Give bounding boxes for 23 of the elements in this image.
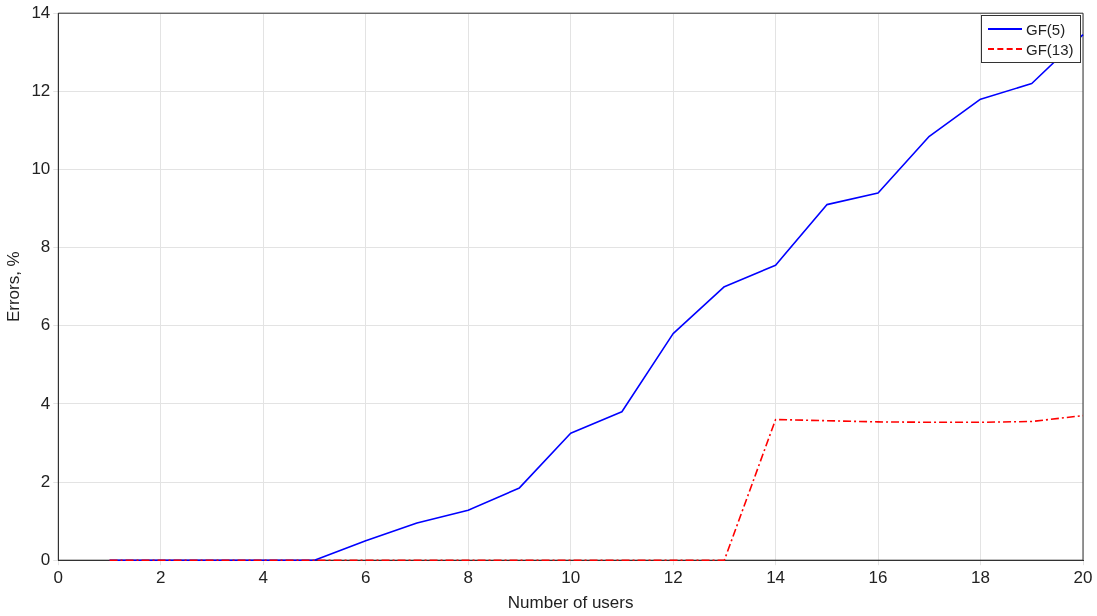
x-tick-label: 10 bbox=[561, 568, 581, 588]
legend-label: GF(5) bbox=[1026, 20, 1066, 38]
y-tick-label: 6 bbox=[40, 315, 51, 335]
x-tick-label: 18 bbox=[971, 568, 990, 588]
y-axis-title: Errors, % bbox=[3, 251, 23, 323]
y-tick-label: 14 bbox=[31, 2, 51, 22]
y-tick-label: 0 bbox=[40, 549, 51, 569]
x-tick-label: 20 bbox=[1073, 568, 1093, 588]
legend-label: GF(13) bbox=[1026, 40, 1074, 58]
x-tick-label: 8 bbox=[463, 568, 473, 588]
y-tick-label: 4 bbox=[40, 393, 51, 413]
y-tick-label: 2 bbox=[40, 471, 51, 491]
x-axis-title: Number of users bbox=[507, 593, 634, 613]
x-tick-label: 2 bbox=[156, 568, 166, 588]
y-tick-label: 8 bbox=[40, 237, 51, 257]
x-tick-label: 6 bbox=[360, 568, 371, 588]
x-tick-label: 4 bbox=[258, 568, 268, 588]
x-tick-label: 14 bbox=[766, 568, 786, 588]
x-tick-label: 16 bbox=[868, 568, 888, 588]
y-tick-label: 10 bbox=[31, 159, 51, 179]
x-tick-label: 0 bbox=[53, 568, 64, 588]
y-tick-label: 12 bbox=[31, 81, 51, 101]
x-tick-label: 12 bbox=[663, 568, 683, 588]
